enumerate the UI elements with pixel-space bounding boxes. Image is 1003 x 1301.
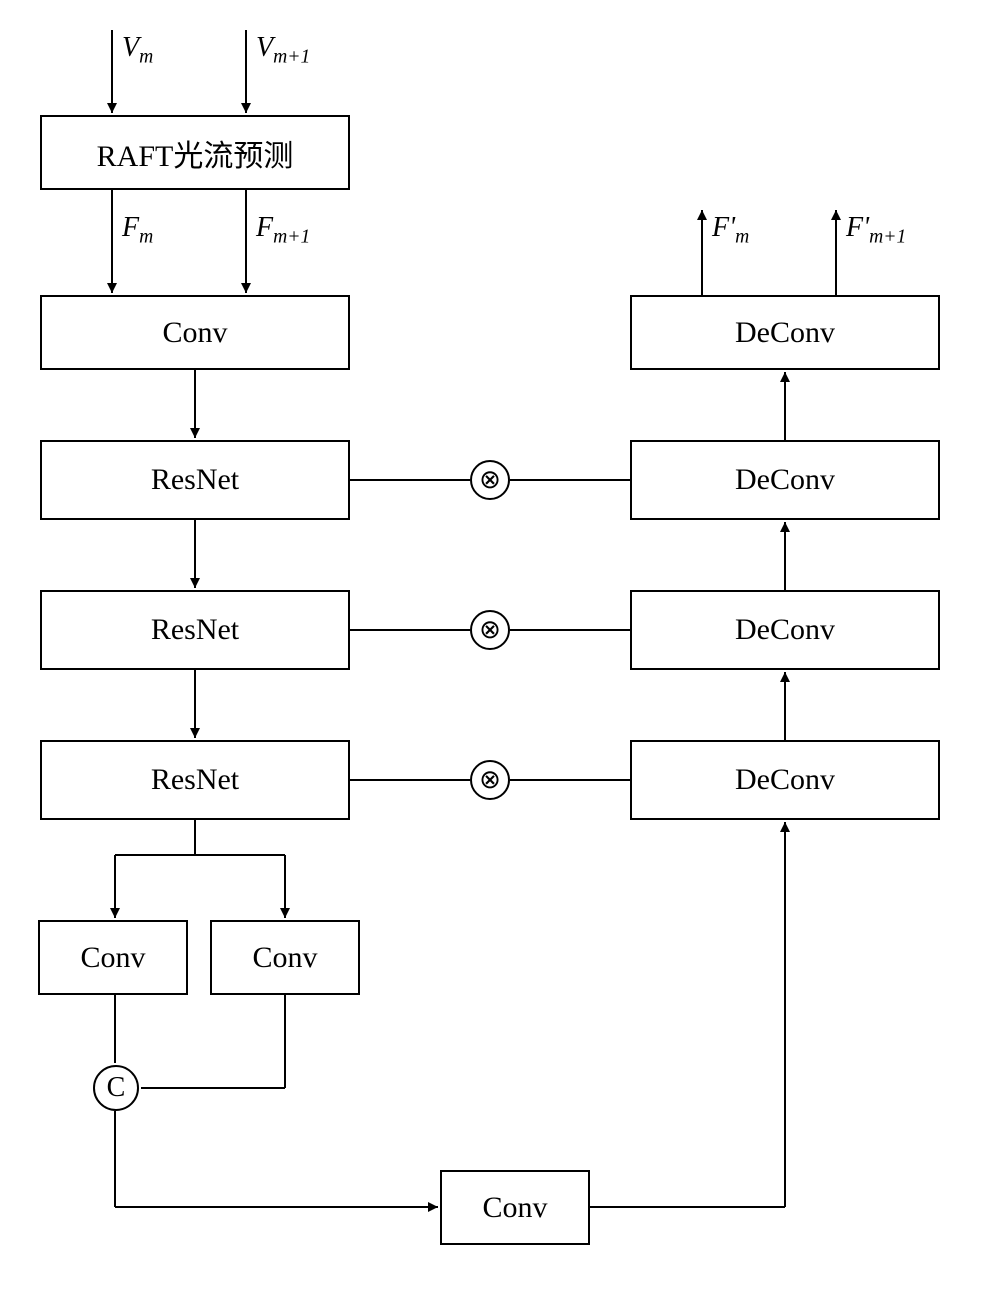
resnet2-box: ResNet [40, 590, 350, 670]
concat-op: C [93, 1065, 139, 1111]
resnet3-box: ResNet [40, 740, 350, 820]
conv-bl-box: Conv [38, 920, 188, 995]
flowchart-diagram: Vm Vm+1 Fm Fm+1 F'm F'm+1 RAFT光流预测 Conv … [0, 0, 1003, 1301]
deconv3-box: DeConv [630, 590, 940, 670]
output-fpm1-label: F'm+1 [846, 212, 906, 249]
resnet1-box: ResNet [40, 440, 350, 520]
input-vm1-label: Vm+1 [256, 32, 310, 69]
output-fpm-label: F'm [712, 212, 749, 249]
conv1-box: Conv [40, 295, 350, 370]
mult2-op: ⊗ [470, 610, 510, 650]
intermediate-fm1-label: Fm+1 [256, 212, 310, 249]
mult3-op: ⊗ [470, 760, 510, 800]
input-vm-label: Vm [122, 32, 153, 69]
deconv2-box: DeConv [630, 440, 940, 520]
conv-bottom-box: Conv [440, 1170, 590, 1245]
intermediate-fm-label: Fm [122, 212, 153, 249]
raft-box: RAFT光流预测 [40, 115, 350, 190]
deconv4-box: DeConv [630, 740, 940, 820]
mult1-op: ⊗ [470, 460, 510, 500]
conv-br-box: Conv [210, 920, 360, 995]
deconv1-box: DeConv [630, 295, 940, 370]
